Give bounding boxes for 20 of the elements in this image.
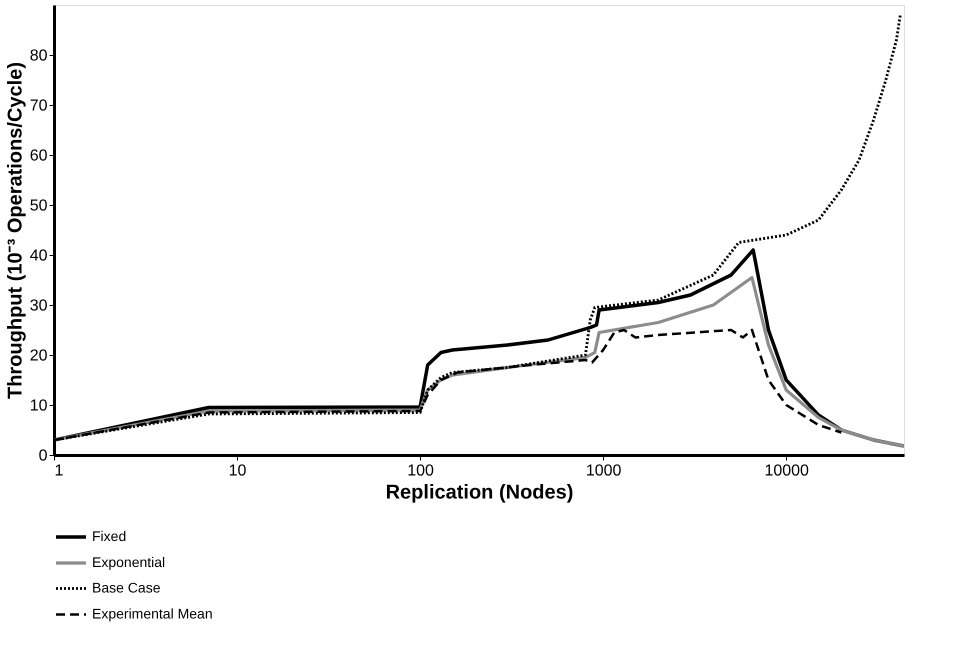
y-tick-label: 30	[30, 298, 48, 314]
x-tick-label: 100	[407, 462, 434, 480]
y-tick-label: 40	[30, 248, 48, 264]
x-tick-label: 10	[228, 462, 247, 480]
legend-label: Exponential	[92, 554, 166, 570]
x-tick-label: 1000	[586, 462, 622, 480]
y-tick-label: 20	[30, 348, 48, 364]
y-tick-label: 50	[30, 198, 48, 214]
x-axis-title: Replication (Nodes)	[386, 482, 574, 504]
y-tick-label: 70	[30, 98, 48, 114]
legend-label: Experimental Mean	[92, 606, 213, 622]
y-tick-label: 60	[30, 148, 48, 164]
x-tick-label: 1	[54, 462, 64, 480]
legend-label: Fixed	[92, 528, 126, 544]
y-tick-label: 10	[30, 398, 48, 414]
legend-label: Base Case	[92, 580, 161, 596]
y-tick-label: 0	[38, 448, 48, 464]
x-tick-label: 10000	[764, 462, 810, 480]
y-axis-title: Throughput (10⁻³ Operations/Cycle)	[4, 62, 27, 400]
y-tick-label: 80	[30, 48, 48, 64]
